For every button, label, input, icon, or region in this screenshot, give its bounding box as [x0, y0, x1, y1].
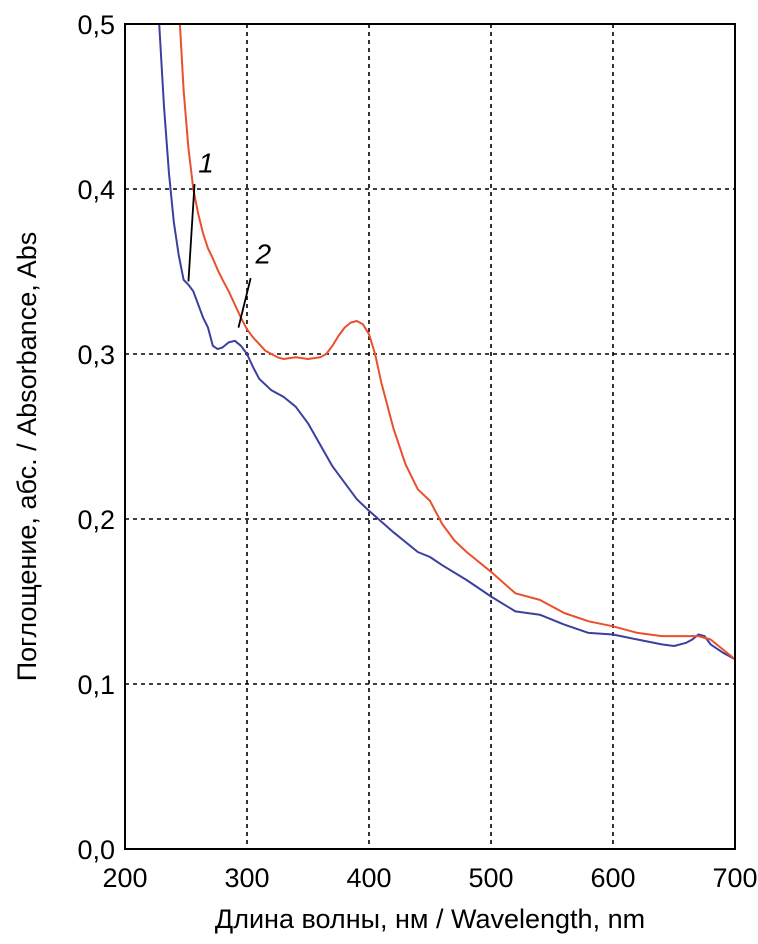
y-tick-label: 0,4	[77, 175, 115, 205]
annotation-layer: 12	[187, 148, 272, 328]
annotation-leader-1	[187, 183, 196, 282]
x-tick-label: 200	[102, 863, 147, 893]
annotation-label-1: 1	[198, 148, 214, 179]
x-tick-label: 300	[224, 863, 269, 893]
y-tick-label: 0,5	[77, 10, 115, 40]
x-axis-title: Длина волны, нм / Wavelength, nm	[215, 904, 645, 934]
y-axis-title: Поглощение, абс. / Absorbance, Abs	[12, 232, 42, 682]
x-tick-label: 400	[346, 863, 391, 893]
annotation-leader-2	[237, 277, 252, 328]
plot-frame	[124, 23, 736, 850]
series-layer	[158, 23, 736, 661]
y-tick-label: 0,1	[77, 670, 115, 700]
y-tick-label: 0,3	[77, 340, 115, 370]
series-line-2	[178, 23, 736, 661]
grid-lines	[125, 24, 735, 849]
y-tick-label: 0,0	[77, 835, 115, 865]
tick-labels: 200 300 400 500 600 700 0,0 0,1 0,2 0,3 0,4 0,5	[77, 10, 757, 893]
y-tick-label: 0,2	[77, 505, 115, 535]
annotation-label-2: 2	[255, 238, 272, 269]
x-tick-label: 700	[712, 863, 757, 893]
series-line-1	[158, 23, 736, 661]
x-tick-label: 600	[590, 863, 635, 893]
x-tick-label: 500	[468, 863, 513, 893]
